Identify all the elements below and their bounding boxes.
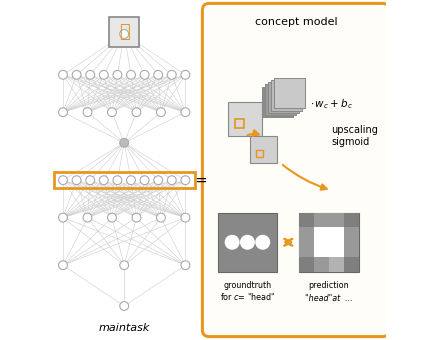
- Bar: [344, 257, 359, 272]
- Bar: [299, 212, 314, 227]
- Bar: [314, 257, 329, 272]
- Circle shape: [72, 176, 81, 185]
- Circle shape: [59, 70, 67, 79]
- Bar: [314, 242, 329, 257]
- Bar: [235, 119, 244, 128]
- Bar: [256, 150, 263, 157]
- Circle shape: [140, 176, 149, 185]
- Circle shape: [167, 70, 176, 79]
- Bar: [274, 78, 305, 108]
- Circle shape: [113, 70, 122, 79]
- Circle shape: [181, 176, 190, 185]
- Bar: [268, 82, 299, 113]
- Circle shape: [83, 213, 92, 222]
- Circle shape: [113, 176, 122, 185]
- Circle shape: [83, 108, 92, 117]
- Circle shape: [59, 213, 67, 222]
- Text: =: =: [194, 173, 207, 188]
- Circle shape: [255, 235, 270, 250]
- Bar: [299, 242, 314, 257]
- Circle shape: [154, 176, 162, 185]
- Circle shape: [154, 70, 162, 79]
- Circle shape: [86, 176, 95, 185]
- Circle shape: [225, 235, 240, 250]
- Circle shape: [181, 213, 190, 222]
- Bar: [314, 212, 329, 227]
- Bar: [299, 257, 314, 272]
- Circle shape: [86, 70, 95, 79]
- Circle shape: [99, 70, 108, 79]
- Circle shape: [156, 108, 165, 117]
- Circle shape: [120, 302, 129, 310]
- Bar: [344, 212, 359, 227]
- Text: upscaling
sigmoid: upscaling sigmoid: [332, 125, 378, 147]
- Circle shape: [156, 213, 165, 222]
- Circle shape: [59, 108, 67, 117]
- Circle shape: [108, 213, 116, 222]
- Bar: [218, 212, 277, 272]
- Bar: [329, 242, 344, 257]
- Bar: [299, 212, 359, 272]
- Text: 👥: 👥: [119, 23, 130, 41]
- Text: groundtruth
for $c$= "head": groundtruth for $c$= "head": [219, 280, 275, 302]
- Bar: [314, 227, 329, 242]
- Circle shape: [127, 176, 135, 185]
- FancyBboxPatch shape: [203, 3, 389, 337]
- Circle shape: [72, 70, 81, 79]
- Bar: [250, 136, 277, 163]
- Circle shape: [59, 261, 67, 270]
- Text: $\cdot\, w_c + b_c$: $\cdot\, w_c + b_c$: [309, 97, 353, 110]
- Circle shape: [181, 261, 190, 270]
- Bar: [329, 212, 344, 227]
- Bar: [262, 87, 292, 117]
- Bar: [228, 102, 262, 136]
- Bar: [265, 85, 295, 115]
- Circle shape: [240, 235, 255, 250]
- Bar: [329, 257, 344, 272]
- Circle shape: [120, 261, 129, 270]
- Circle shape: [132, 213, 141, 222]
- Bar: [271, 80, 302, 111]
- Circle shape: [181, 70, 190, 79]
- Bar: [329, 227, 344, 242]
- Circle shape: [108, 108, 116, 117]
- Circle shape: [120, 138, 129, 147]
- Circle shape: [140, 70, 149, 79]
- Circle shape: [120, 30, 129, 38]
- Bar: [344, 227, 359, 242]
- Text: concept model: concept model: [254, 17, 337, 27]
- Circle shape: [127, 70, 135, 79]
- Bar: [299, 227, 314, 242]
- Bar: [344, 242, 359, 257]
- Circle shape: [132, 108, 141, 117]
- Text: prediction: prediction: [309, 280, 349, 289]
- Circle shape: [99, 176, 108, 185]
- Circle shape: [59, 176, 67, 185]
- Circle shape: [167, 176, 176, 185]
- Circle shape: [181, 108, 190, 117]
- Text: "head"at  ...: "head"at ...: [305, 294, 353, 303]
- Text: maintask: maintask: [98, 323, 150, 333]
- FancyBboxPatch shape: [109, 17, 140, 48]
